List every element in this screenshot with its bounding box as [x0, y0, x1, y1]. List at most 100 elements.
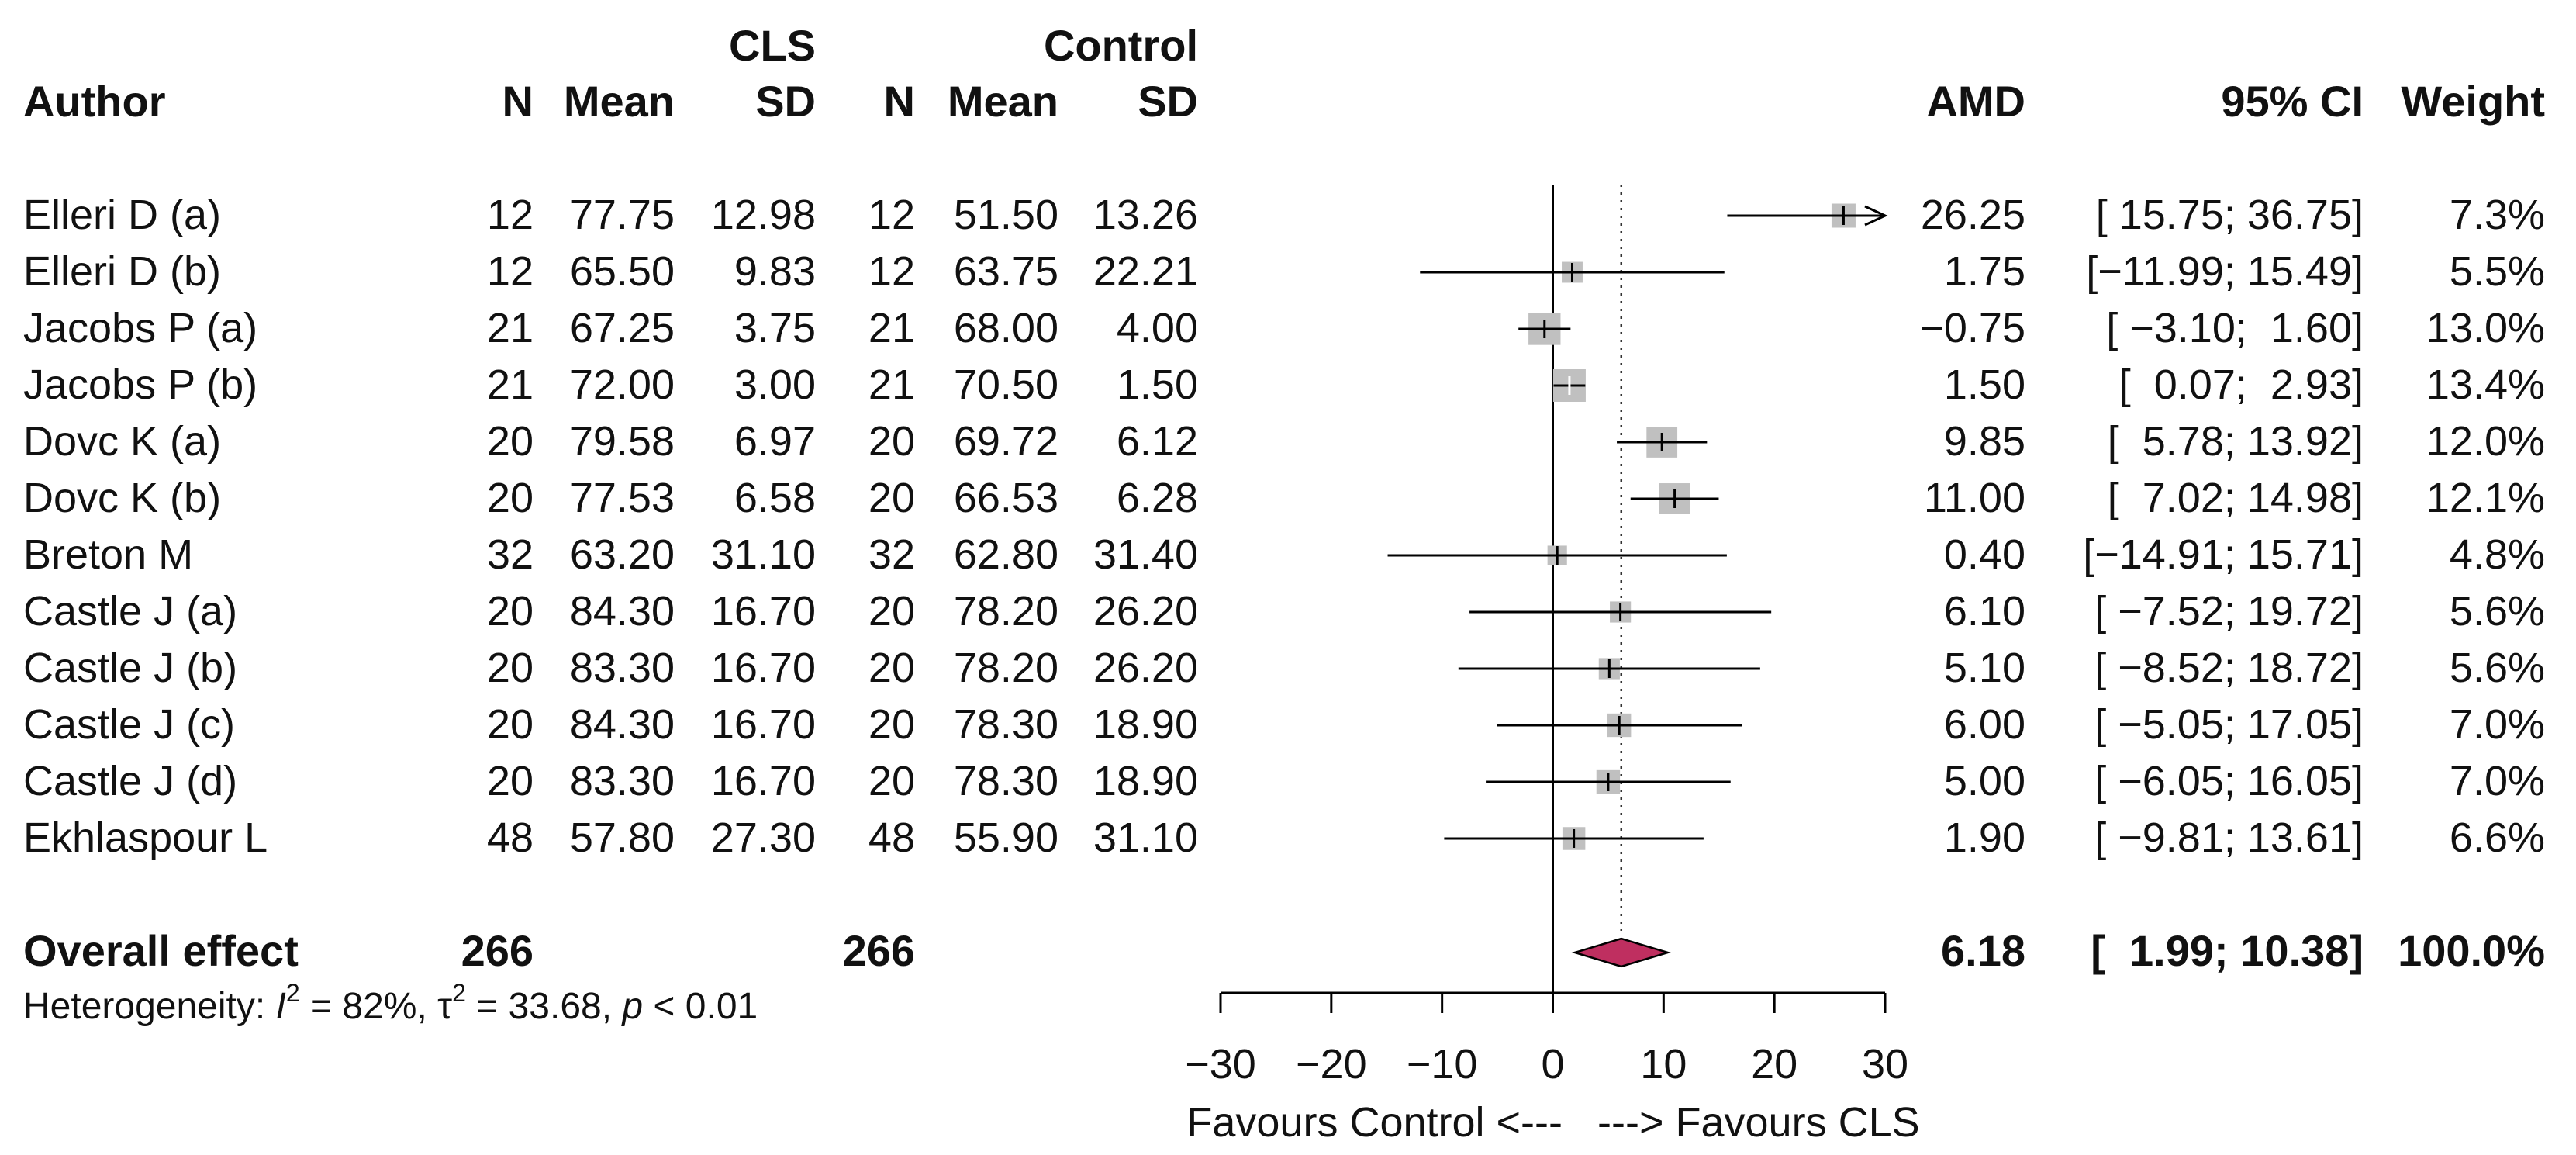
table-row: Castle J (b) 20 83.30 16.70 20 78.20 26.… — [23, 645, 2545, 691]
overall-amd: 6.18 — [1941, 926, 2025, 975]
table-row: Elleri D (b) 12 65.50 9.83 12 63.75 22.2… — [23, 248, 2545, 295]
study-amd: 0.40 — [1944, 531, 2025, 578]
overall-effect-diamond — [1571, 937, 1672, 968]
study-cls-n: 20 — [487, 588, 534, 635]
study-cls-mean: 72.00 — [570, 361, 675, 408]
study-amd: 6.10 — [1944, 588, 2025, 635]
study-control-mean: 68.00 — [954, 305, 1058, 351]
heterogeneity-text: Heterogeneity: I2 = 82%, τ2 = 33.68, p <… — [23, 979, 758, 1027]
study-control-n: 20 — [868, 645, 915, 691]
study-cls-n: 48 — [487, 814, 534, 861]
study-cls-mean: 77.75 — [570, 192, 675, 238]
study-ci: [ −6.05; 16.05] — [2094, 758, 2364, 804]
header-amd: AMD — [1926, 77, 2025, 126]
study-control-mean: 78.20 — [954, 588, 1058, 635]
study-control-sd: 18.90 — [1093, 758, 1198, 804]
study-control-n: 21 — [868, 305, 915, 351]
study-cls-mean: 83.30 — [570, 758, 675, 804]
heterogeneity-prefix: Heterogeneity: — [23, 986, 276, 1027]
study-weight: 5.6% — [2450, 588, 2545, 635]
study-ci: [ 0.07; 2.93] — [2119, 361, 2364, 408]
study-weight: 7.0% — [2450, 758, 2545, 804]
x-axis-tick-label: 10 — [1640, 1041, 1687, 1088]
header-weight: Weight — [2401, 77, 2545, 126]
study-control-mean: 78.30 — [954, 701, 1058, 748]
study-amd: 1.75 — [1944, 248, 2025, 295]
study-cls-sd: 6.58 — [734, 475, 816, 521]
study-amd: −0.75 — [1919, 305, 2025, 351]
study-cls-n: 20 — [487, 645, 534, 691]
study-cls-sd: 6.97 — [734, 418, 816, 465]
study-cls-n: 21 — [487, 361, 534, 408]
study-author: Dovc K (a) — [23, 418, 221, 465]
study-control-n: 21 — [868, 361, 915, 408]
study-author: Elleri D (b) — [23, 248, 221, 295]
study-control-mean: 70.50 — [954, 361, 1058, 408]
study-cls-sd: 16.70 — [711, 701, 816, 748]
study-control-n: 20 — [868, 758, 915, 804]
study-author: Dovc K (b) — [23, 475, 221, 521]
study-amd: 1.90 — [1944, 814, 2025, 861]
table-row: Dovc K (b) 20 77.53 6.58 20 66.53 6.28 1… — [23, 475, 2545, 521]
study-cls-n: 20 — [487, 475, 534, 521]
study-control-mean: 66.53 — [954, 475, 1058, 521]
study-control-sd: 6.12 — [1117, 418, 1198, 465]
x-axis-tick-label: −30 — [1185, 1041, 1256, 1088]
study-control-n: 32 — [868, 531, 915, 578]
study-weight: 13.4% — [2426, 361, 2545, 408]
study-ci: [ −5.05; 17.05] — [2094, 701, 2364, 748]
overall-label: Overall effect — [23, 926, 299, 975]
study-control-mean: 51.50 — [954, 192, 1058, 238]
study-weight: 13.0% — [2426, 305, 2545, 351]
study-author: Ekhlaspour L — [23, 814, 268, 861]
study-cls-sd: 9.83 — [734, 248, 816, 295]
table-row: Castle J (c) 20 84.30 16.70 20 78.30 18.… — [23, 701, 2545, 748]
header-cls-n: N — [502, 77, 534, 126]
overall-cls-n: 266 — [461, 926, 534, 975]
study-cls-mean: 79.58 — [570, 418, 675, 465]
study-ci: [ 15.75; 36.75] — [2096, 192, 2364, 238]
table-row: Breton M 32 63.20 31.10 32 62.80 31.40 0… — [23, 531, 2545, 578]
i2-symbol: I — [276, 986, 286, 1027]
study-amd: 9.85 — [1944, 418, 2025, 465]
header-cls-mean: Mean — [564, 77, 675, 126]
table-row: Dovc K (a) 20 79.58 6.97 20 69.72 6.12 9… — [23, 418, 2545, 465]
study-amd: 26.25 — [1921, 192, 2025, 238]
study-control-n: 12 — [868, 248, 915, 295]
study-control-sd: 26.20 — [1093, 588, 1198, 635]
study-author: Castle J (d) — [23, 758, 237, 804]
study-weight: 5.6% — [2450, 645, 2545, 691]
study-control-sd: 22.21 — [1093, 248, 1198, 295]
study-author: Castle J (c) — [23, 701, 235, 748]
study-control-n: 48 — [868, 814, 915, 861]
x-axis-tick-label: −10 — [1407, 1041, 1478, 1088]
tau-symbol: τ — [437, 986, 452, 1027]
study-ci: [ 7.02; 14.98] — [2108, 475, 2364, 521]
p-value: < 0.01 — [643, 986, 758, 1027]
x-axis-tick-label: −20 — [1296, 1041, 1367, 1088]
x-axis-tick-label: 0 — [1541, 1041, 1564, 1088]
study-author: Castle J (b) — [23, 645, 237, 691]
overall-row: Overall effect 266 266 6.18 [ 1.99; 10.3… — [23, 926, 2545, 975]
header-ci: 95% CI — [2221, 77, 2364, 126]
study-author: Breton M — [23, 531, 193, 578]
study-ci: [ −7.52; 19.72] — [2094, 588, 2364, 635]
study-cls-mean: 65.50 — [570, 248, 675, 295]
study-control-mean: 69.72 — [954, 418, 1058, 465]
study-control-sd: 18.90 — [1093, 701, 1198, 748]
study-cls-mean: 77.53 — [570, 475, 675, 521]
study-weight: 12.1% — [2426, 475, 2545, 521]
x-axis-label: Favours Control <--- ---> Favours CLS — [1186, 1099, 1919, 1146]
study-cls-sd: 16.70 — [711, 588, 816, 635]
study-weight: 6.6% — [2450, 814, 2545, 861]
study-author: Castle J (a) — [23, 588, 237, 635]
study-weight: 12.0% — [2426, 418, 2545, 465]
study-ci: [ −9.81; 13.61] — [2094, 814, 2364, 861]
study-control-n: 20 — [868, 588, 915, 635]
tau-value: = 33.68, — [466, 986, 623, 1027]
study-control-sd: 26.20 — [1093, 645, 1198, 691]
column-headers: CLS Control Author N Mean SD N Mean SD A… — [23, 21, 2545, 126]
study-author: Jacobs P (a) — [23, 305, 257, 351]
overall-weight: 100.0% — [2398, 926, 2545, 975]
study-ci: [−11.99; 15.49] — [2086, 248, 2364, 295]
